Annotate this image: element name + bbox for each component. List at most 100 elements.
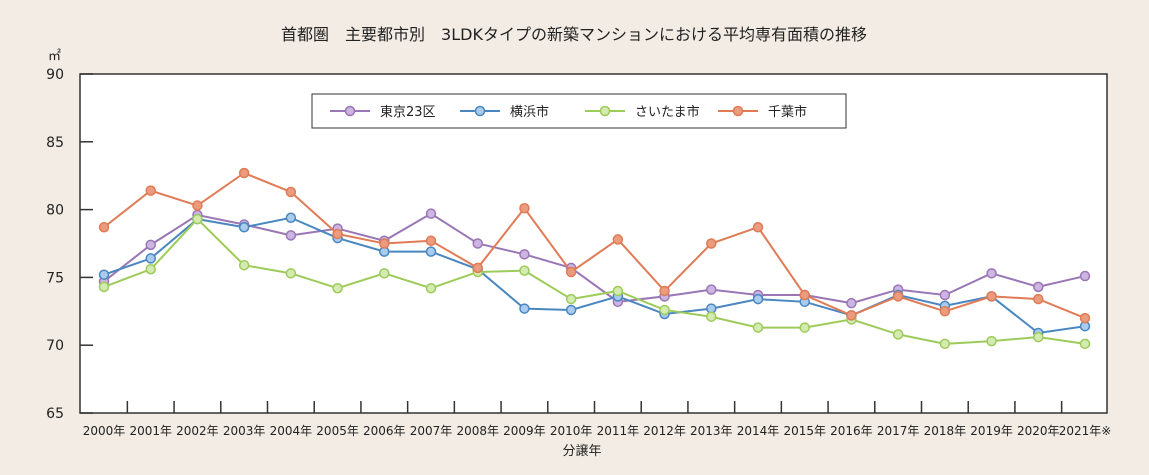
data-point (565, 293, 577, 305)
x-tick-label: 2002年 (176, 424, 219, 438)
y-tick-label: 90 (46, 67, 64, 83)
x-tick-label: 2021年※ (1059, 424, 1112, 438)
x-tick-label: 2013年 (690, 424, 733, 438)
data-point (752, 221, 764, 233)
data-point (752, 322, 764, 333)
data-point (425, 208, 437, 219)
data-point (98, 269, 110, 280)
data-point (892, 291, 904, 302)
x-tick-label: 2011年 (597, 424, 640, 438)
data-point (986, 335, 997, 347)
data-point (1033, 293, 1044, 305)
x-tick-label: 2015年 (783, 424, 826, 438)
x-tick-label: 2012年 (643, 424, 686, 438)
legend-label: 千葉市 (768, 104, 807, 120)
data-point (145, 239, 156, 251)
data-point (98, 281, 110, 293)
data-point (519, 265, 530, 276)
data-point (799, 289, 810, 301)
x-axis-label: 分譲年 (562, 443, 601, 459)
data-point (706, 238, 717, 249)
y-axis-unit: ㎡ (48, 49, 61, 64)
plot-area (79, 73, 1108, 414)
legend-label: 東京23区 (380, 104, 436, 120)
data-point (1079, 338, 1091, 350)
data-point (238, 259, 250, 271)
y-tick-label: 85 (46, 135, 64, 151)
y-tick-label: 75 (46, 270, 64, 286)
data-point (145, 264, 156, 275)
data-point (659, 304, 670, 316)
series-line (103, 171, 1086, 320)
x-tick-label: 2006年 (363, 424, 406, 438)
x-tick-label: 2019年 (970, 424, 1013, 438)
data-point (238, 221, 250, 233)
data-point (285, 230, 297, 241)
data-point (846, 297, 857, 309)
y-tick-label: 70 (46, 338, 64, 354)
data-point (145, 253, 156, 264)
data-point (332, 282, 343, 294)
data-point (565, 266, 577, 278)
data-point (612, 285, 624, 297)
series-line (103, 212, 1086, 305)
data-point (285, 186, 297, 198)
legend-label: 横浜市 (510, 104, 549, 120)
data-point (1079, 312, 1091, 324)
legend-label: さいたま市 (635, 104, 700, 120)
data-point (659, 285, 670, 297)
data-point (939, 338, 951, 350)
data-point (285, 212, 297, 223)
data-point (519, 249, 530, 260)
data-point (98, 221, 110, 233)
data-point (425, 246, 437, 257)
data-point (379, 268, 390, 279)
data-point (192, 213, 203, 225)
data-point (472, 262, 483, 274)
x-tick-label: 2007年 (410, 424, 453, 438)
data-point (565, 304, 577, 316)
x-tick-label: 2020年 (1017, 424, 1060, 438)
data-point (799, 322, 810, 333)
data-point (425, 235, 437, 247)
data-point (192, 200, 203, 211)
data-point (892, 329, 904, 340)
x-tick-label: 2018年 (924, 424, 967, 438)
x-tick-label: 2005年 (316, 424, 359, 438)
data-point (1033, 281, 1044, 293)
x-tick-label: 2004年 (270, 424, 313, 438)
y-tick-label: 65 (46, 406, 64, 422)
data-point (986, 268, 997, 279)
series-line (103, 216, 1086, 335)
data-point (1033, 331, 1044, 343)
x-tick-label: 2003年 (223, 424, 266, 438)
chart-title: 首都圏 主要都市別 3LDKタイプの新築マンションにおける平均専有面積の推移 (281, 25, 867, 44)
data-point (939, 289, 951, 301)
data-point (472, 238, 483, 249)
data-point (706, 311, 717, 322)
legend-marker (474, 105, 486, 117)
data-point (425, 282, 437, 294)
x-tick-label: 2008年 (456, 424, 499, 438)
series-3 (98, 167, 1091, 324)
data-point (379, 238, 390, 249)
x-tick-label: 2001年 (129, 424, 172, 438)
data-point (752, 293, 764, 305)
x-tick-label: 2017年 (877, 424, 920, 438)
legend-marker (732, 105, 744, 117)
legend-marker (599, 105, 611, 117)
data-point (1079, 270, 1091, 282)
data-point (846, 310, 857, 321)
legend-marker (344, 105, 356, 117)
data-point (612, 234, 624, 245)
data-point (145, 185, 156, 196)
x-tick-label: 2014年 (737, 424, 780, 438)
x-tick-label: 2016年 (830, 424, 873, 438)
data-point (986, 291, 997, 302)
y-tick-label: 80 (46, 203, 64, 219)
data-point (519, 202, 530, 214)
legend: 東京23区 横浜市 さいたま市 千葉市 (311, 93, 847, 129)
x-tick-label: 2010年 (550, 424, 593, 438)
x-tick-label: 2000年 (83, 424, 126, 438)
